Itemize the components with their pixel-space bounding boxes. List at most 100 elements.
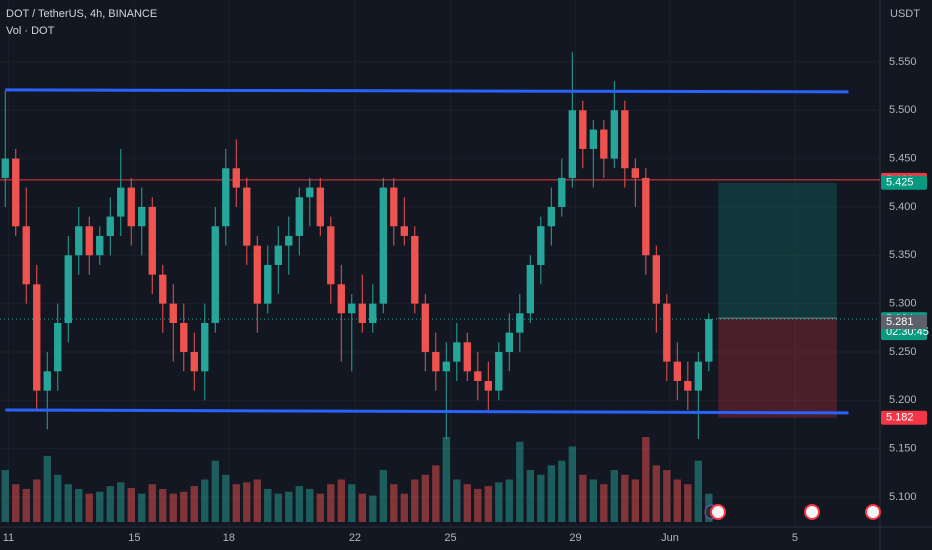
y-tick-label: 5.500 [889,104,917,116]
volume-bar [537,474,545,522]
volume-bar [211,460,219,522]
volume-bar [463,484,471,522]
candle-body [148,206,156,275]
y-tick-label: 5.150 [889,443,917,455]
volume-bar [327,484,335,522]
volume-bar [295,486,303,522]
volume-bar [117,482,125,522]
event-icon[interactable] [710,504,726,520]
price-label-box [881,175,927,190]
volume-bar [1,470,9,522]
candle-body [348,303,356,314]
candle-body [652,255,660,304]
candle-body [495,351,503,391]
chart-title: DOT / TetherUS, 4h, BINANCE [6,8,157,20]
candle-body [169,303,177,323]
x-tick-label: 22 [349,532,361,544]
volume-bar [222,474,230,522]
volume-bar [285,491,293,522]
candle-body [127,187,135,227]
volume-bar [232,484,240,522]
candle-body [75,226,83,256]
event-icon[interactable] [804,504,820,520]
volume-bar [106,486,114,522]
volume-bar [180,491,188,522]
candle-body [64,255,72,323]
candle-body [96,235,104,256]
candle-body [568,110,576,178]
countdown: 02:30:45 [886,326,929,338]
candle-body [222,168,230,227]
trendline [5,408,849,415]
y-tick-label: 5.550 [889,56,917,68]
price-label-box [881,315,927,330]
volume-bar [400,493,408,522]
candle-body [33,284,41,391]
candle-body [400,226,408,236]
y-tick-label: 5.350 [889,249,917,261]
volume-bar [306,488,314,522]
candle-body [12,158,20,227]
volume-bar [474,488,482,522]
event-icon[interactable] [865,504,881,520]
trendline [5,88,849,94]
target-zone [718,182,837,319]
candle-body [295,197,303,236]
volume-bar [96,491,104,522]
candle-body [505,332,513,352]
candle-body [684,380,692,391]
candle-body [117,187,125,217]
candle-body [694,361,703,391]
candle-body [537,226,545,265]
candle-body [705,319,713,362]
x-tick-label: 18 [223,532,235,544]
volume-bar [243,482,251,522]
volume-bar [652,465,660,522]
candle-body [432,351,440,372]
volume-bar [568,446,576,522]
volume-bar [85,493,93,522]
volume-bar [684,484,692,522]
volume-bar [159,488,167,522]
candle-body [600,129,608,159]
candle-body [610,110,618,159]
volume-bar [442,437,450,522]
candle-body [201,322,209,372]
volume-bar [558,460,566,522]
price-label: 5.182 [886,412,914,424]
volume-bar [264,488,272,522]
volume-bar [43,455,51,522]
volume-bar [75,488,83,522]
volume-bar [33,479,41,522]
candle-body [180,322,188,352]
y-tick-label: 5.300 [889,298,917,310]
candle-body [243,187,251,246]
volume-bar [673,479,682,522]
candle-body [253,245,261,304]
volume-bar [22,488,30,522]
candle-body [547,206,555,227]
volume-bar [390,484,398,522]
candle-body [285,235,293,246]
candle-body [411,235,419,304]
candle-body [474,371,482,381]
volume-bar [631,479,639,522]
volume-bar [348,484,356,522]
volume-bar [127,488,135,522]
plot [0,52,880,522]
volume-bar [358,493,366,522]
candle-body [54,322,62,372]
volume-bar [610,470,618,522]
y-tick-label: 5.250 [889,346,917,358]
stop-zone [718,318,837,418]
candle-body [558,177,566,207]
candle-body [43,371,51,391]
x-tick-label: Jun [661,532,679,544]
volume-bar [411,479,419,522]
candle-body [22,226,30,285]
x-tick-label: 15 [128,532,140,544]
y-tick-label: 5.200 [889,394,917,406]
volume-bar [337,479,345,522]
